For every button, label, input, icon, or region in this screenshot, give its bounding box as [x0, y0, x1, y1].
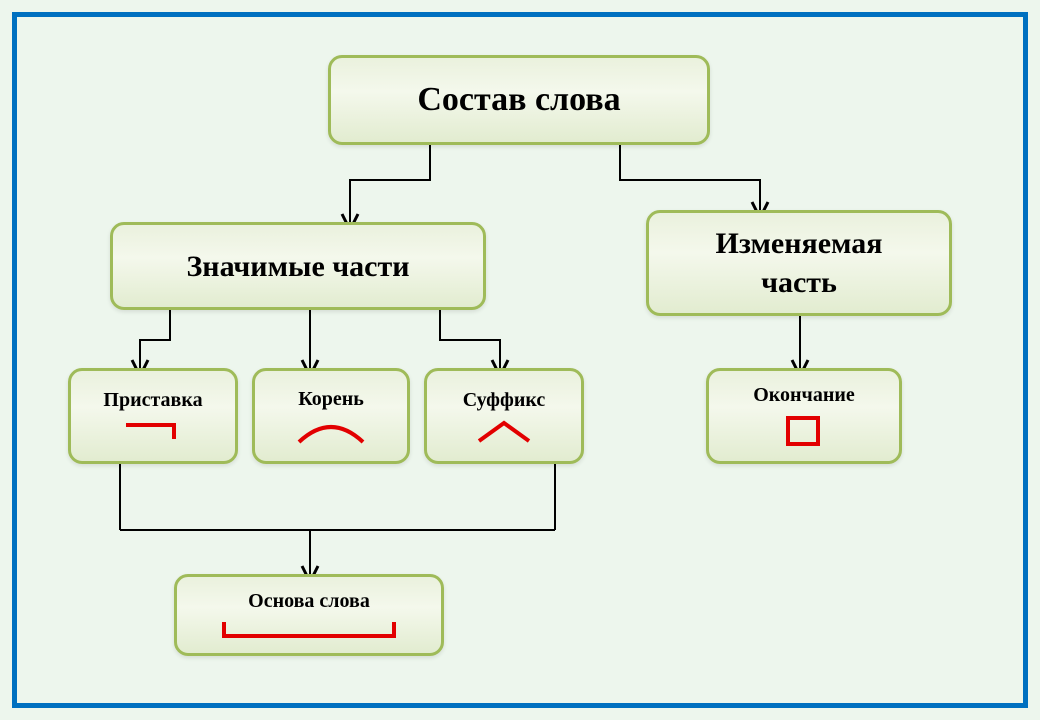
symbol-prefix	[118, 417, 188, 445]
node-ending: Окончание	[706, 368, 902, 464]
node-suffix: Суффикс	[424, 368, 584, 464]
node-prefix: Приставка	[68, 368, 238, 464]
symbol-box	[782, 412, 826, 450]
symbol-caret	[469, 417, 539, 445]
label-root: Состав слова	[417, 78, 620, 122]
label-change: Изменяемая часть	[715, 224, 882, 302]
label-rootm: Корень	[298, 386, 364, 412]
symbol-bracket	[214, 618, 404, 642]
label-meaning: Значимые части	[186, 247, 409, 286]
label-suffix: Суффикс	[463, 387, 546, 413]
label-ending: Окончание	[753, 382, 855, 408]
node-rootm: Корень	[252, 368, 410, 464]
node-root: Состав слова	[328, 55, 710, 145]
node-meaning: Значимые части	[110, 222, 486, 310]
node-change: Изменяемая часть	[646, 210, 952, 316]
label-base: Основа слова	[248, 588, 370, 614]
symbol-arc	[291, 416, 371, 446]
node-base: Основа слова	[174, 574, 444, 656]
label-prefix: Приставка	[103, 387, 202, 413]
